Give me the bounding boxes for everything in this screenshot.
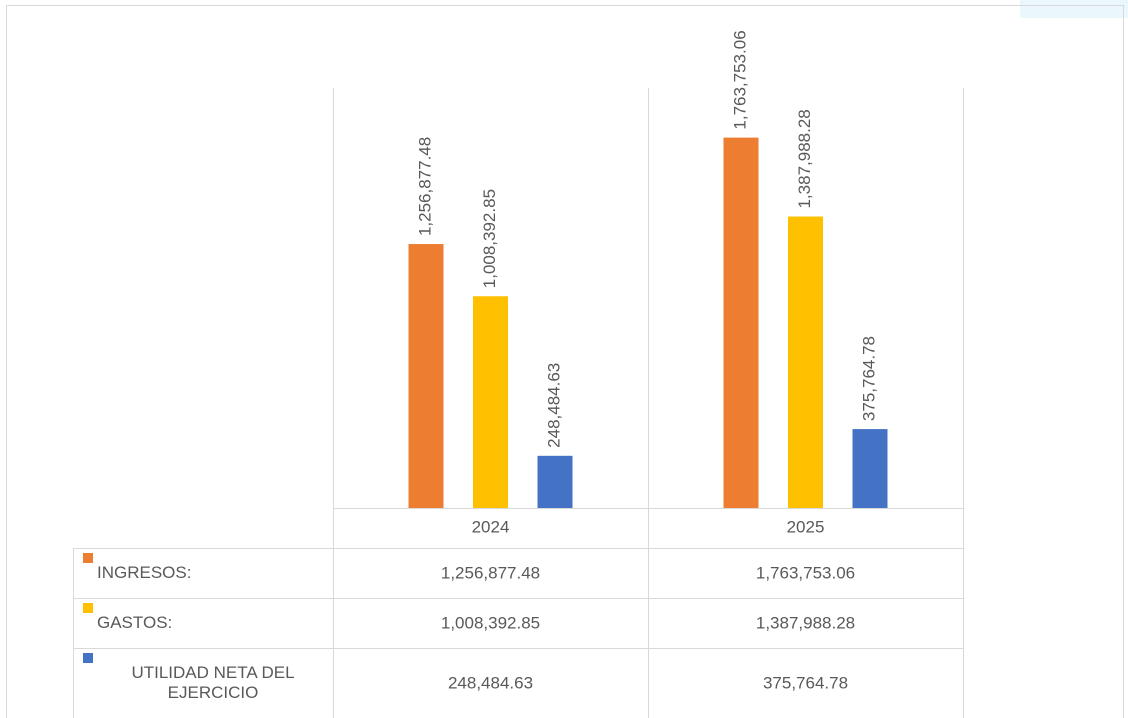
data-label: 1,256,877.48 — [415, 137, 434, 236]
table-value: 1,008,392.85 — [441, 613, 540, 632]
table-value: 375,764.78 — [763, 673, 848, 692]
data-label: 248,484.63 — [544, 363, 563, 448]
legend-swatch — [83, 603, 93, 613]
bar — [788, 216, 823, 508]
legend-label: GASTOS: — [97, 613, 173, 632]
legend-swatch — [83, 553, 93, 563]
x-tick-label: 2024 — [472, 517, 510, 536]
legend-label: UTILIDAD NETA DEL EJERCICIO — [131, 663, 295, 702]
legend-entry: UTILIDAD NETA DEL EJERCICIO — [83, 648, 329, 718]
x-tick-label: 2025 — [787, 517, 825, 536]
data-label: 1,763,753.06 — [730, 30, 749, 129]
legend-label: INGRESOS: — [97, 563, 192, 582]
legend-entry: INGRESOS: — [83, 548, 329, 598]
legend-entry: GASTOS: — [83, 598, 329, 648]
data-label: 1,387,988.28 — [795, 109, 814, 208]
bar — [473, 296, 508, 508]
table-value: 248,484.63 — [448, 673, 533, 692]
table-value: 1,256,877.48 — [441, 563, 540, 582]
legend-cell: GASTOS: — [83, 598, 329, 648]
legend-swatch — [83, 653, 93, 663]
data-label: 375,764.78 — [859, 336, 878, 421]
bar — [408, 244, 444, 508]
legend-cell: UTILIDAD NETA DEL EJERCICIO — [83, 648, 329, 718]
bar — [723, 137, 759, 508]
decoration — [1020, 0, 1128, 18]
bar — [537, 455, 573, 508]
bar — [852, 429, 888, 508]
data-label: 1,008,392.85 — [480, 189, 499, 288]
table-value: 1,763,753.06 — [756, 563, 855, 582]
table-value: 1,387,988.28 — [756, 613, 855, 632]
legend-cell: INGRESOS: — [83, 548, 329, 598]
